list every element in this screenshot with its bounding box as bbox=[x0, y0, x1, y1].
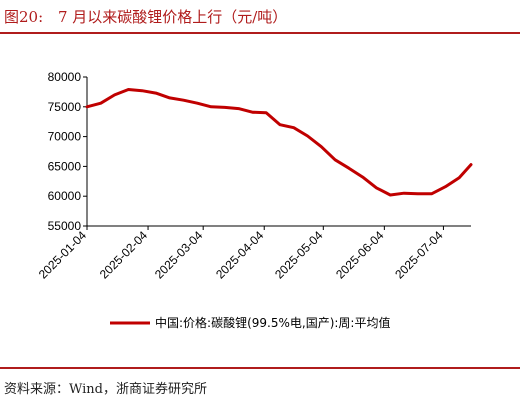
x-tick-label: 2025-04-04 bbox=[213, 228, 267, 282]
y-tick-label: 75000 bbox=[48, 100, 82, 114]
figure-title-text: 7 月以来碳酸锂价格上行（元/吨） bbox=[57, 8, 288, 26]
y-tick-label: 55000 bbox=[48, 219, 82, 233]
title-divider bbox=[0, 32, 520, 34]
x-tick-label: 2025-06-04 bbox=[333, 228, 387, 282]
y-tick-label: 80000 bbox=[48, 70, 82, 84]
x-tick-label: 2025-05-04 bbox=[272, 228, 326, 282]
x-tick-label: 2025-01-04 bbox=[36, 228, 90, 282]
figure-title: 图20: 7 月以来碳酸锂价格上行（元/吨） bbox=[4, 6, 287, 27]
x-tick: 2025-05-04 bbox=[272, 226, 326, 282]
figure-number: 图20: bbox=[4, 8, 44, 26]
series-layer bbox=[85, 88, 473, 197]
y-tick: 65000 bbox=[48, 159, 87, 173]
x-tick-label: 2025-02-04 bbox=[97, 228, 151, 282]
x-axis: 2025-01-04 2025-02-04 2025-03-04 2025-04-04… bbox=[36, 225, 471, 282]
y-tick: 75000 bbox=[48, 100, 87, 114]
x-tick: 2025-02-04 bbox=[97, 226, 151, 282]
x-tick: 2025-06-04 bbox=[333, 226, 387, 282]
source-note: 资料来源：Wind，浙商证券研究所 bbox=[4, 382, 207, 397]
y-tick-label: 60000 bbox=[48, 189, 82, 203]
y-tick: 70000 bbox=[48, 130, 87, 144]
source-divider bbox=[0, 367, 520, 369]
x-tick-label: 2025-07-04 bbox=[392, 228, 446, 282]
x-tick: 2025-04-04 bbox=[213, 226, 267, 282]
legend: 中国:价格:碳酸锂(99.5%电,国产):周:平均值 bbox=[110, 315, 390, 330]
y-tick-label: 65000 bbox=[48, 159, 82, 173]
legend-label: 中国:价格:碳酸锂(99.5%电,国产):周:平均值 bbox=[155, 315, 390, 330]
series-line bbox=[85, 88, 473, 197]
x-tick: 2025-01-04 bbox=[36, 226, 90, 282]
y-tick: 60000 bbox=[48, 189, 87, 203]
x-tick: 2025-07-04 bbox=[392, 226, 446, 282]
y-tick: 55000 bbox=[48, 219, 87, 233]
y-tick: 80000 bbox=[48, 70, 87, 84]
x-tick-label: 2025-03-04 bbox=[152, 228, 206, 282]
x-tick: 2025-03-04 bbox=[152, 226, 206, 282]
y-axis: 55000 60000 65000 70000 75000 80000 bbox=[48, 70, 88, 233]
y-tick-label: 70000 bbox=[48, 130, 82, 144]
